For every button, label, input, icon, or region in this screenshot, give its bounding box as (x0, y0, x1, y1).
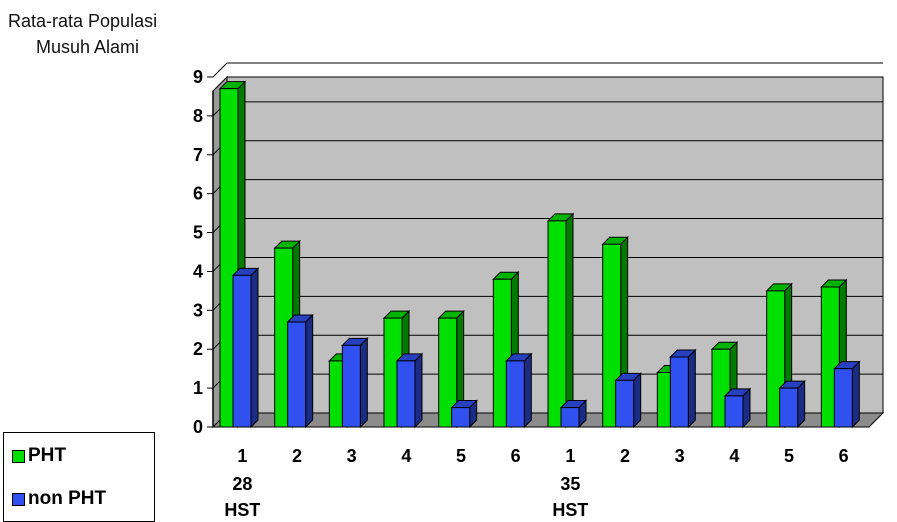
x-tick-label: 3 (675, 446, 685, 466)
x-tick-label: 5 (456, 446, 466, 466)
y-tick-label: 1 (193, 378, 203, 398)
y-axis-label-line2: Musuh Alami (36, 37, 140, 57)
gridline-side (212, 62, 228, 78)
legend-swatch-non-pht (12, 492, 25, 506)
bar-non-pht (833, 368, 853, 428)
x-tick-label: 5 (784, 446, 794, 466)
bar-non-pht (669, 356, 689, 428)
bar-non-pht (341, 344, 361, 428)
y-tick-label: 6 (193, 184, 203, 204)
y-tick-label: 3 (193, 300, 203, 320)
bar-non-pht (287, 321, 307, 428)
x-group-label: 35 (560, 474, 580, 494)
bar-pht (438, 317, 458, 428)
y-tick-label: 5 (193, 223, 203, 243)
x-tick-label: 3 (347, 446, 357, 466)
y-tick-label: 8 (193, 106, 203, 126)
bar-pht (547, 220, 567, 428)
bar-side (797, 379, 806, 429)
bar-side (565, 212, 574, 429)
bar-non-pht (396, 360, 416, 428)
bar-non-pht (451, 407, 471, 428)
bar-non-pht (615, 379, 635, 428)
x-tick-label: 4 (729, 446, 739, 466)
bar-side (359, 337, 368, 429)
bar-non-pht (232, 274, 252, 428)
bar-non-pht (724, 395, 744, 428)
y-tick-label: 4 (193, 261, 203, 281)
x-tick-label: 2 (292, 446, 302, 466)
x-tick-label: 2 (620, 446, 630, 466)
bar-non-pht (779, 387, 799, 428)
y-axis-label-line1: Rata-rata Populasi (8, 11, 158, 31)
bar-side (523, 352, 532, 429)
x-tick-label: 6 (839, 446, 849, 466)
legend-label-non-pht: non PHT (28, 488, 107, 509)
y-tick-label: 7 (193, 145, 203, 165)
legend-item-pht: PHT (12, 445, 66, 467)
bar-side (633, 372, 642, 429)
x-tick-label: 1 (565, 446, 575, 466)
legend-label-pht: PHT (28, 445, 66, 466)
x-tick-label: 4 (401, 446, 411, 466)
x-tick-label: 6 (511, 446, 521, 466)
y-tick-label: 0 (193, 417, 203, 437)
bar-non-pht (560, 407, 580, 428)
bar-non-pht (505, 360, 525, 428)
legend-item-non-pht: non PHT (12, 488, 106, 510)
legend: PHT non PHT (3, 432, 155, 522)
y-tick-label: 2 (193, 339, 203, 359)
bar-side (305, 313, 314, 429)
bar-side (851, 360, 860, 429)
bar-side (687, 348, 696, 429)
bar-side (414, 352, 423, 429)
x-group-label: HST (224, 500, 260, 520)
y-tick-label: 9 (193, 67, 203, 87)
x-tick-label: 1 (237, 446, 247, 466)
x-group-label: HST (552, 500, 588, 520)
x-group-label: 28 (232, 474, 252, 494)
bar-side (250, 267, 259, 429)
legend-swatch-pht (12, 449, 25, 463)
